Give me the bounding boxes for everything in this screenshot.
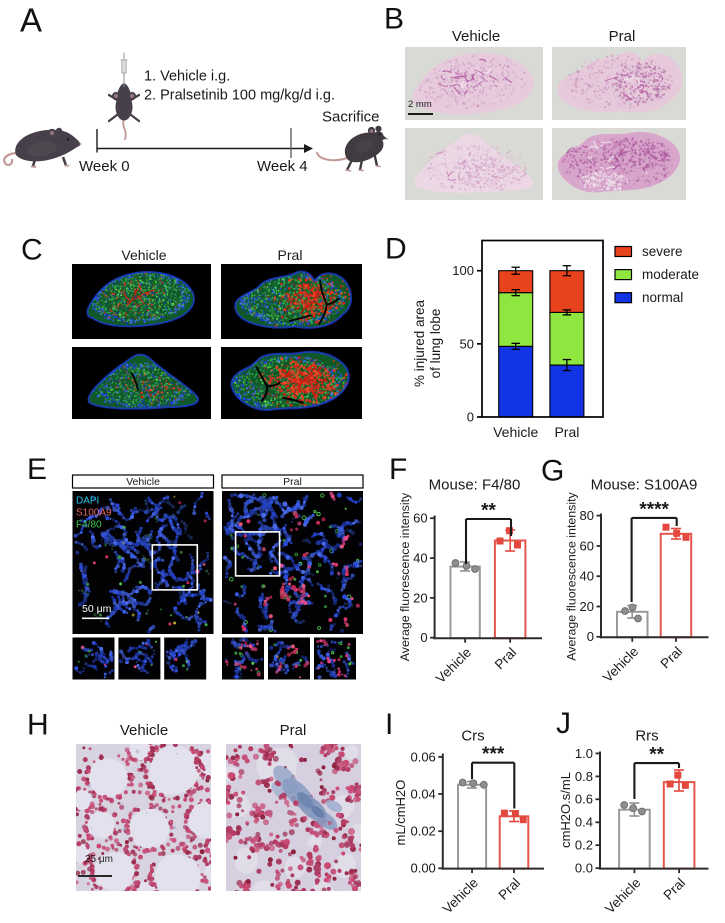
svg-text:mL/cmH2O: mL/cmH2O: [393, 780, 408, 846]
svg-text:0.02: 0.02: [410, 824, 435, 839]
svg-text:F4/80: F4/80: [76, 520, 102, 531]
svg-text:Crs: Crs: [461, 728, 484, 745]
svg-text:% injured area: % injured area: [412, 299, 427, 387]
svg-text:Average fluorescence intensity: Average fluorescence intensity: [565, 491, 579, 660]
svg-text:**: **: [481, 501, 496, 522]
svg-text:0.0: 0.0: [575, 861, 593, 876]
svg-text:Vehicle: Vehicle: [493, 424, 538, 440]
svg-text:Average fluorescence intensity: Average fluorescence intensity: [398, 492, 412, 661]
svg-text:Week 0: Week 0: [79, 158, 130, 175]
svg-text:Pral: Pral: [283, 476, 302, 488]
svg-text:H: H: [27, 709, 49, 742]
svg-text:100: 100: [452, 263, 474, 278]
svg-text:C: C: [21, 234, 43, 267]
svg-text:25 μm: 25 μm: [85, 854, 113, 865]
svg-text:Vehicle: Vehicle: [120, 722, 168, 739]
svg-text:Sacrifice: Sacrifice: [322, 109, 380, 126]
svg-text:J: J: [556, 707, 571, 740]
svg-text:A: A: [20, 2, 42, 39]
svg-text:**: **: [649, 745, 664, 766]
svg-text:40: 40: [413, 551, 427, 566]
svg-text:50 μm: 50 μm: [82, 603, 112, 615]
svg-text:80: 80: [580, 508, 594, 523]
svg-text:cmH2O.s/mL: cmH2O.s/mL: [558, 772, 573, 848]
svg-text:B: B: [384, 3, 404, 36]
svg-text:severe: severe: [642, 244, 683, 259]
svg-text:0: 0: [467, 410, 474, 425]
svg-text:20: 20: [580, 599, 594, 614]
svg-text:0: 0: [587, 629, 594, 644]
svg-text:normal: normal: [642, 290, 683, 305]
svg-text:moderate: moderate: [642, 267, 699, 282]
svg-text:0.4: 0.4: [575, 815, 593, 830]
svg-text:Pral: Pral: [609, 28, 636, 45]
svg-text:of lung lobe: of lung lobe: [428, 309, 443, 379]
svg-text:0.6: 0.6: [575, 792, 593, 807]
svg-text:Vehicle: Vehicle: [126, 476, 160, 488]
svg-text:20: 20: [413, 590, 427, 605]
svg-text:S100A9: S100A9: [76, 508, 112, 519]
svg-text:Vehicle: Vehicle: [121, 247, 166, 263]
svg-text:0.8: 0.8: [575, 769, 593, 784]
svg-text:0.06: 0.06: [410, 749, 435, 764]
svg-text:2. Pralsetinib 100 mg/kg/d i.g: 2. Pralsetinib 100 mg/kg/d i.g.: [144, 88, 335, 104]
svg-text:Pral: Pral: [280, 722, 307, 739]
svg-text:G: G: [541, 455, 564, 488]
svg-text:Rrs: Rrs: [635, 728, 658, 745]
svg-text:Pral: Pral: [278, 247, 303, 263]
svg-text:0.00: 0.00: [410, 861, 435, 876]
svg-text:2 mm: 2 mm: [408, 99, 432, 110]
svg-text:1. Vehicle i.g.: 1. Vehicle i.g.: [144, 69, 230, 85]
svg-text:***: ***: [482, 744, 505, 765]
svg-text:DAPI: DAPI: [76, 496, 99, 507]
svg-text:Week 4: Week 4: [257, 158, 308, 175]
svg-text:0.2: 0.2: [575, 838, 593, 853]
svg-text:Vehicle: Vehicle: [452, 28, 500, 45]
svg-text:40: 40: [580, 569, 594, 584]
svg-text:Mouse: F4/80: Mouse: F4/80: [429, 477, 521, 494]
svg-text:60: 60: [580, 538, 594, 553]
svg-text:I: I: [385, 708, 393, 741]
svg-text:Pral: Pral: [554, 424, 579, 440]
svg-text:Mouse: S100A9: Mouse: S100A9: [591, 477, 698, 494]
svg-text:0.04: 0.04: [410, 786, 435, 801]
svg-text:50: 50: [460, 336, 474, 351]
svg-text:F: F: [389, 453, 407, 486]
svg-text:****: ****: [639, 499, 669, 520]
svg-text:1.0: 1.0: [575, 746, 593, 761]
svg-text:D: D: [385, 233, 407, 266]
svg-text:0: 0: [420, 630, 427, 645]
svg-text:E: E: [27, 453, 47, 486]
svg-text:60: 60: [413, 511, 427, 526]
